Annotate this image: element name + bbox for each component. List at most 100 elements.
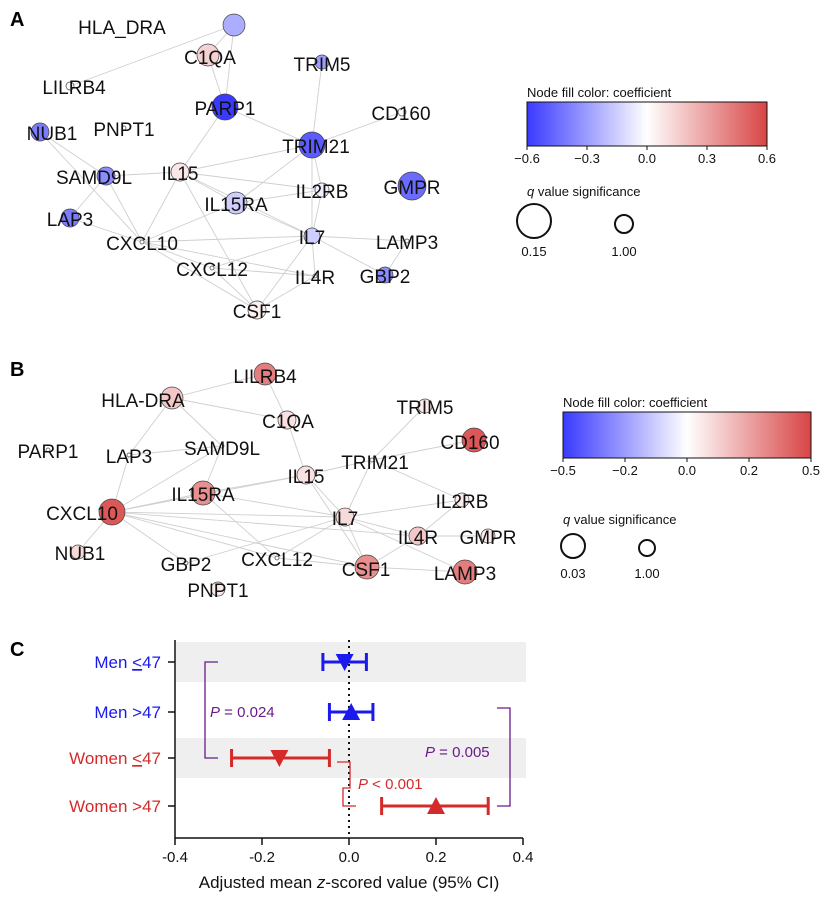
node-label-trim5: TRIM5	[294, 55, 351, 76]
node-circle-il15ra	[224, 191, 248, 215]
node-circle-il7	[335, 507, 355, 527]
row-label: Women >47	[69, 797, 161, 816]
comparison-brackets: P = 0.024 P = 0.005 P < 0.001	[204, 661, 511, 807]
node-label-gbp2: GBP2	[360, 267, 411, 288]
node-label-c1qa: C1QA	[184, 48, 236, 69]
edge-il15-il2rb	[179, 171, 323, 191]
node-il7: IL7	[299, 227, 325, 249]
edge-il7-gbp2	[185, 516, 346, 564]
color-tick-label: −0.3	[574, 151, 600, 166]
node-trim5: TRIM5	[397, 398, 454, 419]
row-label: Men <47	[94, 653, 161, 672]
node-il15ra: IL15RA	[171, 480, 235, 506]
color-tick-label: 0.0	[678, 463, 696, 478]
color-tick-label: 0.2	[740, 463, 758, 478]
network-nodes-b: LILRB4 HLA-DRA C1QA TRIM5 CD160 PARP1 LAP3 SAMD…	[18, 362, 517, 602]
node-gbp2: GBP2	[161, 555, 212, 576]
node-label-samd9l: SAMD9L	[56, 168, 132, 189]
node-label-gbp2: GBP2	[161, 555, 212, 576]
edge-cd160-trim21	[311, 111, 403, 146]
node-circle-trim5	[314, 54, 330, 70]
node-gmpr: GMPR	[384, 171, 441, 201]
node-circle-il7	[303, 227, 321, 245]
bracket-men-vs-women-old	[497, 707, 511, 807]
node-label-cxcl12: CXCL12	[241, 550, 313, 571]
node-circle-nub1	[30, 122, 50, 142]
node-hla-dra: HLA_DRA	[78, 13, 246, 39]
edge-il4r-csf1	[256, 275, 316, 311]
panel-label-b: B	[10, 359, 24, 381]
edge-trim21-il15ra	[235, 144, 313, 204]
node-il7: IL7	[332, 507, 358, 530]
edge-cxcl10-cxcl12	[141, 241, 213, 269]
node-label-csf1: CSF1	[233, 302, 282, 323]
edge-il7-lamp3	[311, 235, 408, 242]
edge-il15ra-il2rb	[235, 189, 323, 204]
node-label-cxcl10: CXCL10	[106, 234, 178, 255]
edge-cxcl12-il4r	[211, 267, 316, 277]
node-lap3: LAP3	[47, 208, 93, 231]
node-label-il15ra: IL15RA	[204, 195, 268, 216]
node-samd9l: SAMD9L	[56, 166, 132, 189]
edge-hla-dra-lap3	[128, 397, 173, 456]
node-circle-il15ra	[190, 480, 216, 506]
edge-hla-dra-c1qa	[171, 397, 288, 421]
x-tick-label: 0.2	[426, 849, 447, 866]
color-tick-label: −0.6	[514, 151, 540, 166]
node-label-il15ra: IL15RA	[171, 485, 235, 506]
edge-cxcl10-cxcl12	[111, 511, 278, 559]
size-legend-small-label: 1.00	[634, 566, 659, 581]
color-tick-label: 0.6	[758, 151, 776, 166]
node-label-pnpt1: PNPT1	[187, 581, 248, 602]
color-legend-title: Node fill color: coefficient	[527, 85, 672, 100]
node-cd160: CD160	[440, 427, 500, 454]
node-trim21: TRIM21	[282, 131, 350, 159]
node-samd9l: SAMD9L	[184, 439, 260, 460]
node-il4r: IL4R	[295, 268, 335, 289]
node-label-nub1: NUB1	[27, 124, 78, 145]
x-axis-ticks: -0.4 -0.2 0.0 0.2 0.4	[162, 838, 533, 866]
edge-il7-gbp2	[311, 235, 386, 276]
node-pnpt1: PNPT1	[187, 581, 248, 602]
edge-hla-dra-lilrb4	[69, 24, 235, 87]
color-tick-label: 0.3	[698, 151, 716, 166]
node-cxcl10: CXCL10	[106, 234, 178, 255]
p-value-0001: P < 0.001	[358, 776, 423, 793]
network-panel-b: LILRB4 HLA-DRA C1QA TRIM5 CD160 PARP1 LAP3 SAMD…	[18, 362, 517, 602]
edge-trim21-il15	[305, 459, 373, 476]
edge-lilrb4-hla-dra	[171, 373, 266, 399]
size-legend-title: q value significance	[527, 184, 640, 199]
p-value-0024: P = 0.024	[210, 704, 275, 721]
node-pnpt1: PNPT1	[93, 120, 154, 141]
node-label-lamp3: LAMP3	[376, 233, 438, 254]
node-circle-il2rb	[454, 492, 470, 508]
x-tick-label: -0.2	[249, 849, 275, 866]
node-gmpr: GMPR	[460, 528, 517, 549]
node-circle-pnpt1	[210, 581, 226, 597]
node-circle-cd160	[397, 107, 407, 117]
node-cxcl12: CXCL12	[241, 550, 313, 571]
node-label-il4r: IL4R	[295, 268, 335, 289]
edge-il7-cxcl10	[141, 235, 313, 243]
node-c1qa: C1QA	[184, 43, 236, 69]
edge-il7-il2rb	[344, 499, 463, 518]
node-circle-hla-dra	[160, 386, 184, 410]
node-label-il15: IL15	[162, 164, 199, 185]
color-tick-label: −0.2	[612, 463, 638, 478]
node-label-samd9l: SAMD9L	[184, 439, 260, 460]
network-edges-a	[39, 24, 408, 311]
node-lamp3: LAMP3	[376, 233, 438, 254]
node-label-cxcl12: CXCL12	[176, 260, 248, 281]
node-label-lilrb4: LILRB4	[42, 78, 106, 99]
node-circle-cxcl12	[209, 265, 215, 271]
node-circle-pnpt1	[121, 125, 127, 131]
edge-il15-cxcl10	[141, 171, 181, 243]
forest-marks	[230, 653, 490, 815]
node-parp1: PARP1	[18, 442, 79, 463]
edge-il15ra-il7	[235, 202, 313, 237]
node-circle-nub1	[70, 544, 86, 560]
node-il2rb: IL2RB	[436, 492, 489, 513]
node-circle-gmpr	[480, 528, 496, 544]
node-nub1: NUB1	[55, 544, 106, 565]
node-cd160: CD160	[371, 104, 430, 125]
